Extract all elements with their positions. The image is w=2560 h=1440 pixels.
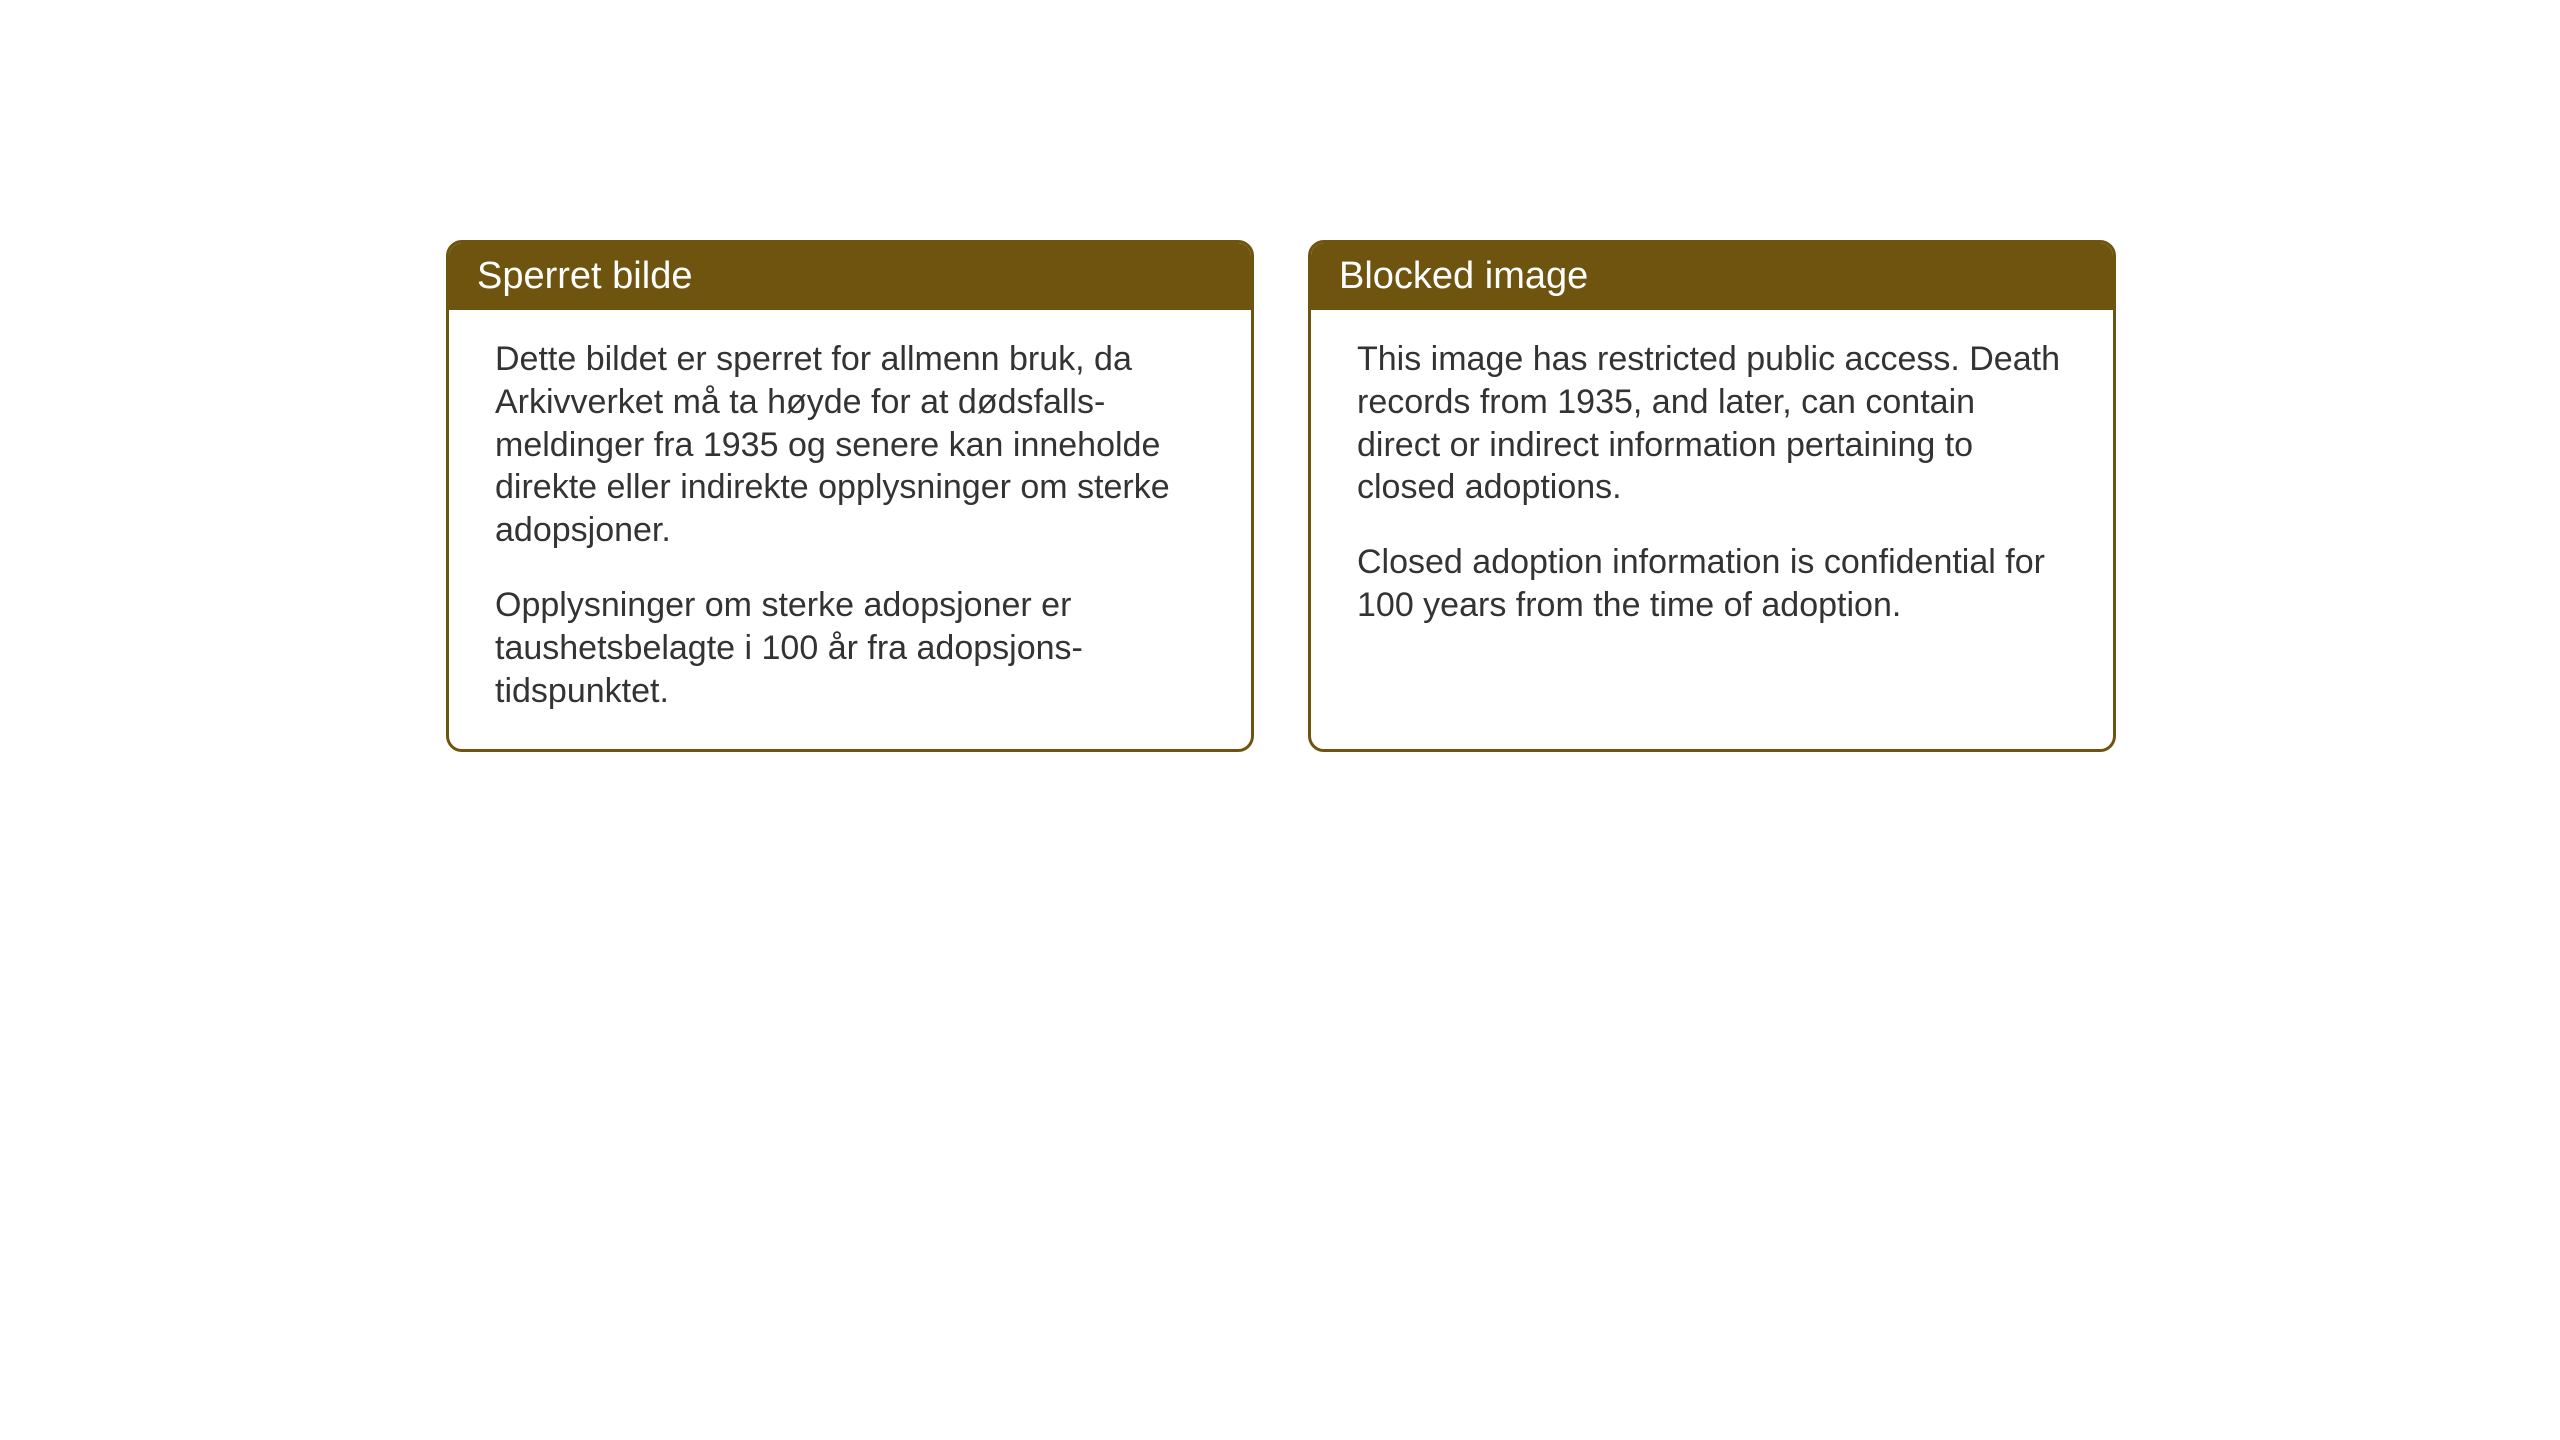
norwegian-panel-title: Sperret bilde <box>449 243 1251 310</box>
norwegian-paragraph-2: Opplysninger om sterke adopsjoner er tau… <box>495 584 1205 712</box>
english-panel-body: This image has restricted public access.… <box>1311 310 2113 739</box>
norwegian-paragraph-1: Dette bildet er sperret for allmenn bruk… <box>495 338 1205 552</box>
english-paragraph-1: This image has restricted public access.… <box>1357 338 2067 509</box>
norwegian-panel-body: Dette bildet er sperret for allmenn bruk… <box>449 310 1251 749</box>
panels-container: Sperret bilde Dette bildet er sperret fo… <box>446 240 2116 752</box>
english-panel-title: Blocked image <box>1311 243 2113 310</box>
english-panel: Blocked image This image has restricted … <box>1308 240 2116 752</box>
english-paragraph-2: Closed adoption information is confident… <box>1357 541 2067 627</box>
norwegian-panel: Sperret bilde Dette bildet er sperret fo… <box>446 240 1254 752</box>
